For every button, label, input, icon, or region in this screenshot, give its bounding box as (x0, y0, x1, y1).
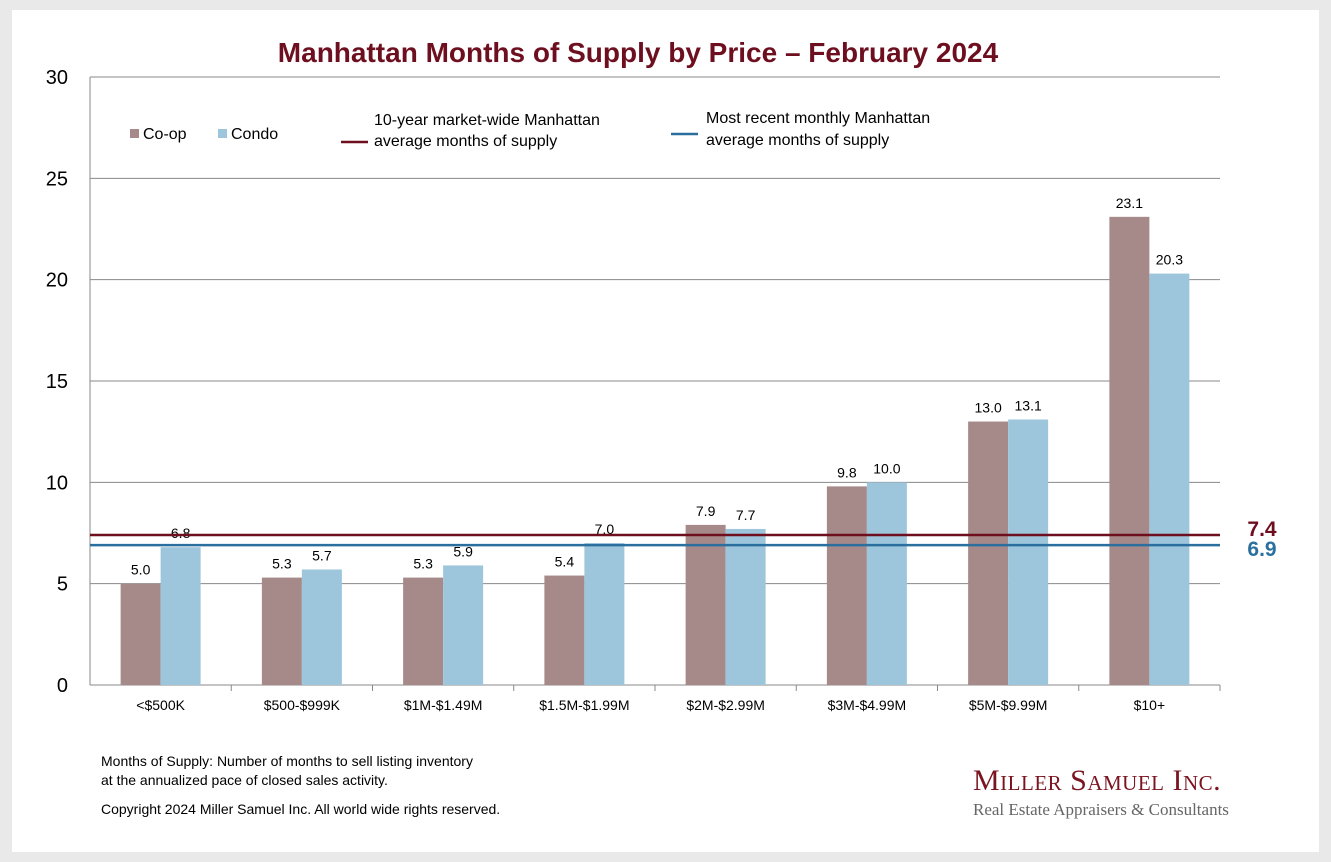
coop-bar (403, 577, 444, 685)
legend-label: Co-op (143, 126, 187, 143)
y-tick-label: 20 (46, 270, 68, 292)
data-label: 13.1 (1015, 398, 1042, 414)
data-label: 7.9 (696, 503, 716, 519)
logo-name: Miller Samuel Inc. (973, 764, 1222, 797)
condo-bar (584, 543, 625, 685)
condo-bar (1008, 419, 1049, 685)
condo-bar (725, 528, 766, 685)
x-tick-label: $10+ (1134, 697, 1166, 713)
coop-bar (261, 577, 302, 685)
definition-line-2: at the annualized pace of closed sales a… (101, 772, 388, 788)
coop-bar (685, 524, 726, 685)
definition-note: Months of Supply: Number of months to se… (101, 752, 473, 790)
company-logo: Miller Samuel Inc. Real Estate Appraiser… (973, 764, 1229, 820)
coop-bar (968, 421, 1009, 685)
copyright: Copyright 2024 Miller Samuel Inc. All wo… (101, 801, 501, 817)
data-label: 5.7 (312, 547, 332, 563)
coop-bar (826, 486, 867, 685)
data-label: 7.0 (595, 521, 615, 537)
chart-title: Manhattan Months of Supply by Price – Fe… (278, 37, 999, 68)
definition-line-1: Months of Supply: Number of months to se… (101, 753, 473, 769)
data-label: 23.1 (1116, 195, 1143, 211)
legend-label: average months of supply (374, 133, 557, 150)
legend-swatch (130, 129, 139, 138)
data-label: 5.3 (272, 556, 292, 572)
condo-bar (443, 565, 484, 685)
coop-bar (544, 575, 585, 685)
x-tick-label: $3M-$4.99M (828, 697, 907, 713)
y-tick-label: 0 (57, 675, 68, 697)
legend-swatch (218, 129, 227, 138)
x-tick-label: $1M-$1.49M (404, 697, 483, 713)
x-tick-label: $1.5M-$1.99M (539, 697, 629, 713)
legend-label: 10-year market-wide Manhattan (374, 112, 600, 129)
x-tick-label: <$500K (136, 697, 185, 713)
x-tick-label: $5M-$9.99M (969, 697, 1048, 713)
legend-label: Most recent monthly Manhattan (706, 110, 930, 127)
condo-bar (866, 482, 907, 685)
y-tick-label: 5 (57, 574, 68, 596)
reference-line-label: 7.4 (1247, 518, 1277, 541)
data-label: 20.3 (1156, 252, 1183, 268)
condo-bar (1149, 273, 1190, 685)
x-tick-label: $500-$999K (264, 697, 341, 713)
data-label: 5.4 (555, 554, 575, 570)
data-label: 13.0 (975, 400, 1002, 416)
data-label: 9.8 (837, 464, 857, 480)
legend-label: Condo (231, 126, 278, 143)
data-label: 7.7 (736, 507, 756, 523)
y-tick-label: 15 (46, 371, 68, 393)
data-label: 5.0 (131, 562, 151, 578)
legend-label: average months of supply (706, 132, 889, 149)
data-label: 6.8 (171, 525, 191, 541)
data-label: 5.9 (453, 543, 473, 559)
x-tick-label: $2M-$2.99M (686, 697, 765, 713)
condo-bar (301, 569, 342, 685)
data-label: 5.3 (413, 556, 433, 572)
coop-bar (1109, 216, 1150, 685)
logo-tagline: Real Estate Appraisers & Consultants (973, 800, 1229, 819)
reference-line-label: 6.9 (1247, 538, 1276, 561)
data-label: 10.0 (873, 460, 900, 476)
y-tick-label: 10 (46, 472, 68, 494)
y-tick-label: 30 (46, 67, 68, 89)
coop-bar (120, 583, 161, 685)
condo-bar (160, 547, 201, 685)
chart-card (12, 10, 1319, 852)
y-tick-label: 25 (46, 168, 68, 190)
